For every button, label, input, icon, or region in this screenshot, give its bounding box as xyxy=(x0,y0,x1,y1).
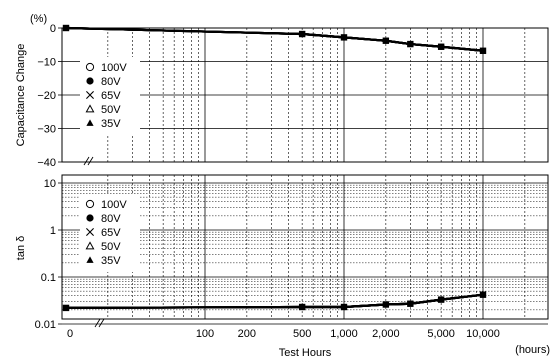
legend-label: 100V xyxy=(101,199,127,211)
data-point xyxy=(479,47,487,54)
legend-label: 35V xyxy=(101,118,121,130)
data-point xyxy=(298,30,306,38)
x-tick-label: 10,000 xyxy=(466,328,500,340)
x-axis-label: Test Hours xyxy=(279,347,332,358)
y-tick-label: −30 xyxy=(37,124,56,136)
y-tick-label: 0.1 xyxy=(41,272,56,284)
data-point xyxy=(407,40,414,48)
marker-filled-circle xyxy=(86,214,94,222)
marker-cross xyxy=(86,91,94,99)
y-tick-label: −20 xyxy=(37,90,56,102)
marker-open-circle xyxy=(85,199,95,209)
marker-open-circle xyxy=(85,62,95,72)
bottom-grid xyxy=(62,175,548,325)
top-y-ticks: 0 −10 −20 −30 −40 xyxy=(37,23,62,169)
y-tick-label: 0 xyxy=(50,23,56,35)
x-tick-label: 1,000 xyxy=(330,328,358,340)
marker-open-triangle xyxy=(85,241,95,250)
y-tick-label: 1 xyxy=(50,225,56,237)
y-tick-label: −10 xyxy=(37,57,56,69)
legend-label: 80V xyxy=(101,213,121,225)
data-point xyxy=(407,300,414,307)
data-point xyxy=(437,43,445,50)
x-ticks: 0 100 200 500 1,000 2,000 5,000 10,000 xyxy=(67,328,500,340)
y-tick-label: 0.01 xyxy=(35,319,56,331)
data-point xyxy=(340,303,348,311)
marker-cross xyxy=(86,228,94,236)
bottom-series xyxy=(62,291,487,312)
marker-filled-triangle xyxy=(86,256,94,263)
top-legend: 100V 80V 65V 50V 35V xyxy=(80,57,140,135)
legend-label: 65V xyxy=(101,90,121,102)
marker-filled-triangle xyxy=(86,119,94,126)
capacitance-change-panel: 0 −10 −20 −30 −40 Capacitance Change (%) 100… xyxy=(15,13,549,169)
top-axis-break xyxy=(83,156,94,166)
data-point xyxy=(437,296,445,303)
top-y-axis-unit: (%) xyxy=(30,13,47,25)
x-axis-unit: (hours) xyxy=(515,344,550,356)
legend-label: 65V xyxy=(101,227,121,239)
data-point xyxy=(62,304,70,312)
data-point xyxy=(382,301,390,308)
legend-label: 100V xyxy=(101,62,127,74)
x-tick-label: 500 xyxy=(293,328,311,340)
legend-label: 50V xyxy=(101,104,121,116)
x-tick-label: 100 xyxy=(196,328,214,340)
bottom-y-axis-label: tan δ xyxy=(15,236,27,260)
top-series xyxy=(62,24,487,54)
legend-label: 35V xyxy=(101,255,121,267)
x-tick-label: 200 xyxy=(238,328,256,340)
bottom-legend: 100V 80V 65V 50V 35V xyxy=(80,194,140,272)
x-tick-label: 2,000 xyxy=(372,328,400,340)
top-y-axis-label: Capacitance Change xyxy=(15,44,27,147)
legend-label: 50V xyxy=(101,241,121,253)
y-tick-label: 10 xyxy=(44,178,56,190)
legend-label: 80V xyxy=(101,76,121,88)
bottom-y-ticks: 10 1 0.1 0.01 xyxy=(35,178,62,331)
data-point xyxy=(298,303,306,311)
tan-delta-panel: 10 1 0.1 0.01 tan δ 100V 80V 65V 50V 35V 0 100 20… xyxy=(15,174,550,358)
y-tick-label: −40 xyxy=(37,157,56,169)
data-point xyxy=(479,291,487,298)
data-point xyxy=(340,34,348,41)
marker-filled-circle xyxy=(86,77,94,85)
bottom-axis-break xyxy=(94,318,105,328)
x-tick-label: 5,000 xyxy=(427,328,455,340)
marker-open-triangle xyxy=(85,104,95,113)
data-point xyxy=(382,37,390,44)
x-tick-label: 0 xyxy=(67,328,73,340)
